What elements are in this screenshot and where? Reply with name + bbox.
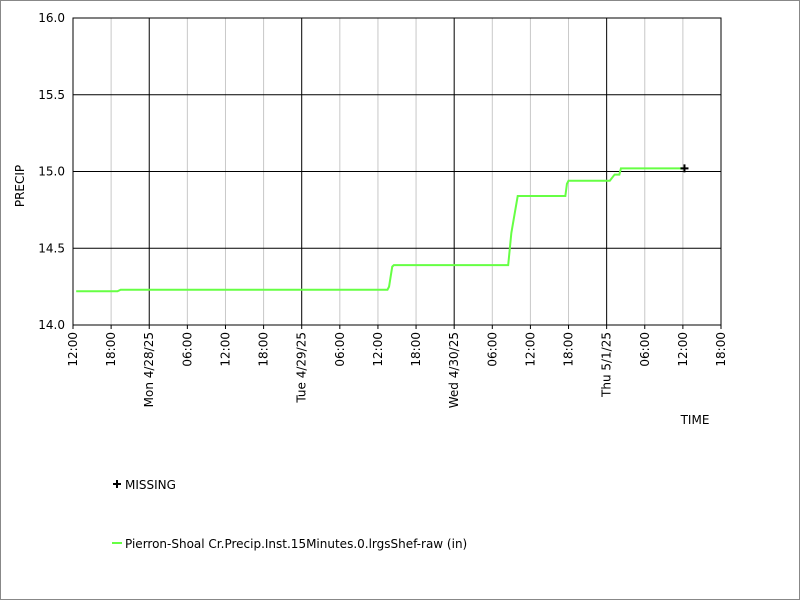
- y-tick-label: 15.0: [38, 165, 65, 179]
- y-tick-label: 14.0: [38, 318, 65, 332]
- x-tick-label: Mon 4/28/25: [142, 332, 156, 407]
- legend-symbol: [113, 480, 121, 488]
- plot-border: [72, 17, 722, 326]
- x-tick-label: 12:00: [371, 332, 385, 367]
- x-tick-label: 06:00: [180, 332, 194, 367]
- x-tick-label: Wed 4/30/25: [447, 332, 461, 408]
- missing-marker: [680, 164, 689, 173]
- x-tick-label: 06:00: [638, 332, 652, 367]
- x-tick-label: 18:00: [104, 332, 118, 367]
- legend-label: Pierron-Shoal Cr.Precip.Inst.15Minutes.0…: [125, 537, 467, 551]
- x-tick-label: 18:00: [257, 332, 271, 367]
- legend-label: MISSING: [125, 478, 176, 492]
- x-tick-label: 12:00: [218, 332, 232, 367]
- x-tick-label: 18:00: [562, 332, 576, 367]
- y-tick-label: 15.5: [38, 88, 65, 102]
- x-tick-label: 12:00: [676, 332, 690, 367]
- x-tick-label: Tue 4/29/25: [295, 332, 309, 404]
- x-tick-label: 06:00: [333, 332, 347, 367]
- data-line: [76, 167, 685, 293]
- x-tick-label: 18:00: [409, 332, 423, 367]
- x-tick-label: 18:00: [714, 332, 728, 367]
- y-tick-label: 14.5: [38, 241, 65, 255]
- x-axis-label: TIME: [680, 413, 710, 427]
- x-tick-label: 12:00: [66, 332, 80, 367]
- x-tick-label: Thu 5/1/25: [600, 332, 614, 398]
- y-tick-label: 16.0: [38, 11, 65, 25]
- x-tick-label: 06:00: [485, 332, 499, 367]
- y-axis-label: PRECIP: [13, 165, 27, 207]
- x-tick-label: 12:00: [523, 332, 537, 367]
